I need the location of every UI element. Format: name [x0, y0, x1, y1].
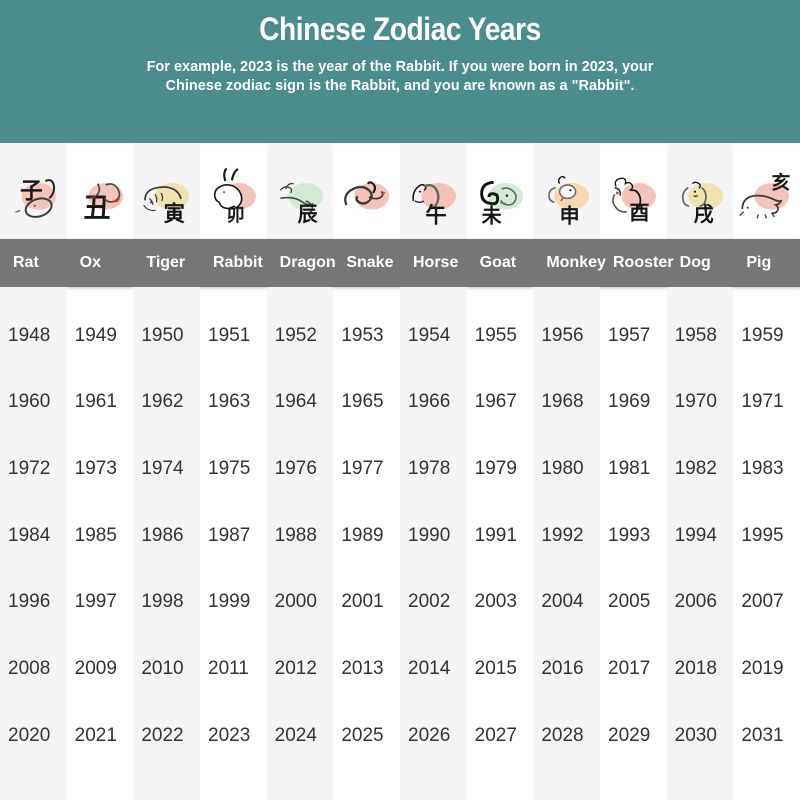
svg-text:子: 子 [20, 177, 43, 203]
svg-text:丑: 丑 [83, 193, 110, 223]
svg-text:卯: 卯 [227, 205, 245, 225]
svg-text:寅: 寅 [164, 201, 185, 226]
svg-text:未: 未 [481, 204, 501, 227]
svg-text:戌: 戌 [693, 202, 713, 226]
svg-text:亥: 亥 [772, 172, 791, 193]
svg-text:午: 午 [425, 202, 446, 227]
svg-text:酉: 酉 [629, 203, 649, 225]
svg-text:申: 申 [560, 203, 580, 227]
svg-text:辰: 辰 [297, 204, 317, 226]
